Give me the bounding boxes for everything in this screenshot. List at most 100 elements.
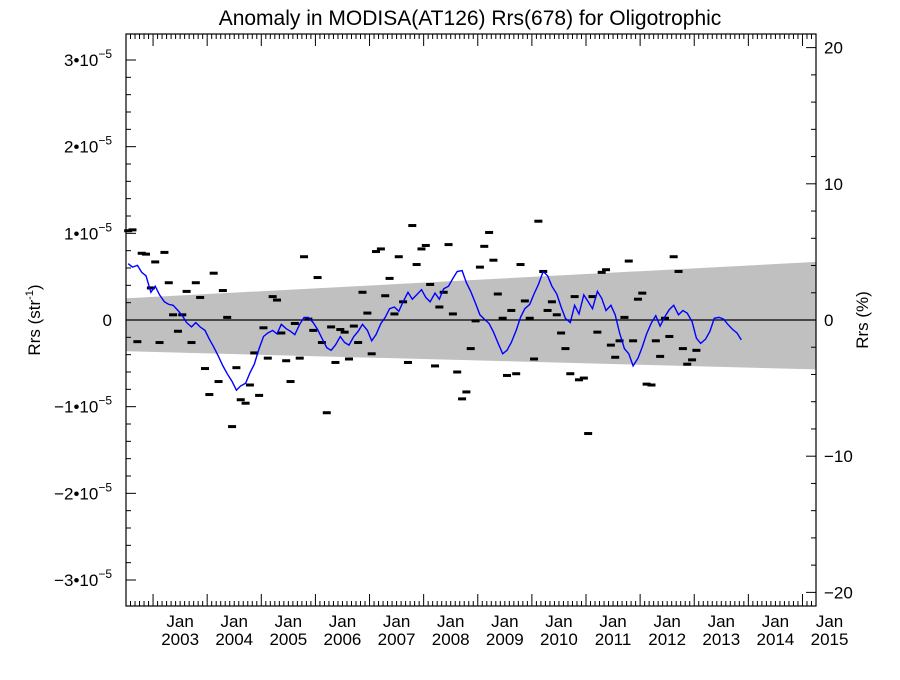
data-point (656, 354, 665, 358)
data-point (534, 219, 543, 223)
data-point (286, 380, 295, 384)
data-point (201, 367, 210, 371)
y-left-tick-label: −1•10−5 (54, 394, 112, 417)
data-point (475, 265, 484, 269)
data-point (142, 252, 151, 256)
data-point (381, 294, 390, 298)
data-point (579, 376, 588, 380)
data-point (507, 308, 516, 312)
data-point (552, 313, 561, 317)
data-point (435, 305, 444, 309)
data-point (228, 425, 237, 429)
data-point (322, 411, 331, 415)
data-point (205, 393, 214, 397)
data-point (295, 356, 304, 360)
data-point (137, 251, 146, 255)
x-tick-month-label: Jan (437, 612, 464, 631)
x-tick-month-label: Jan (275, 612, 302, 631)
y-left-tick-label: −3•10−5 (54, 567, 112, 590)
data-point (547, 300, 556, 304)
data-point (688, 358, 697, 362)
data-point (331, 360, 340, 364)
data-point (520, 299, 529, 303)
data-point (683, 362, 692, 366)
y-right-tick-labels: 20 10 0 −10 −20 (824, 39, 853, 603)
data-point (182, 289, 191, 293)
y-left-tick-labels: 3•10−5 2•10−5 1•10−5 0 −1•10−5 −2•10−5 −3•10−5 (54, 47, 112, 590)
x-tick-month-label: Jan (329, 612, 356, 631)
data-point (173, 329, 182, 333)
data-point (480, 244, 489, 248)
data-point (309, 328, 318, 332)
data-point (236, 398, 245, 402)
data-point (561, 347, 570, 351)
data-point (372, 250, 381, 254)
x-tick-month-label: Jan (708, 612, 735, 631)
y-left-tick-label: −2•10−5 (54, 480, 112, 503)
x-tick-year-label: 2006 (324, 630, 362, 649)
data-point (489, 258, 498, 262)
confidence-band (126, 261, 816, 370)
data-point (543, 308, 552, 312)
y-axis-left-label: Rrs (str-1) (24, 284, 44, 355)
data-point (376, 247, 385, 251)
data-point (512, 372, 521, 376)
data-point (354, 341, 363, 345)
y-left-tick-label: 2•10−5 (64, 134, 112, 157)
data-point (367, 352, 376, 356)
data-point (674, 269, 683, 273)
x-tick-month-label: Jan (653, 612, 680, 631)
data-point (259, 326, 268, 330)
data-point (255, 393, 264, 397)
data-point (485, 230, 494, 234)
data-point (317, 341, 326, 345)
data-point (593, 330, 602, 334)
data-point (678, 347, 687, 351)
data-point (124, 229, 133, 233)
data-point (633, 297, 642, 301)
axis-ticks-layer (125, 34, 817, 606)
data-point (263, 356, 272, 360)
data-point (169, 313, 178, 317)
x-tick-year-label: 2015 (811, 630, 849, 649)
data-point (403, 360, 412, 364)
data-point (272, 298, 281, 302)
data-point (191, 281, 200, 285)
data-point (128, 228, 137, 232)
data-point (232, 366, 241, 370)
x-tick-month-label: Jan (166, 612, 193, 631)
data-point (638, 291, 647, 295)
data-point (615, 339, 624, 343)
x-tick-year-label: 2007 (378, 630, 416, 649)
y-right-tick-label: −10 (824, 447, 853, 466)
data-point (133, 340, 142, 344)
y-right-tick-label: 10 (824, 175, 843, 194)
x-tick-year-label: 2004 (215, 630, 253, 649)
data-point (602, 268, 611, 272)
y-right-tick-label: 0 (824, 311, 833, 330)
data-point (692, 348, 701, 352)
data-point (498, 316, 507, 320)
data-point (611, 355, 620, 359)
data-point (665, 334, 674, 338)
data-point (606, 343, 615, 347)
data-point (151, 260, 160, 264)
data-point (214, 380, 223, 384)
data-point (282, 359, 291, 363)
y-right-tick-label: 20 (824, 39, 843, 58)
data-point (245, 383, 254, 387)
data-point (349, 324, 358, 328)
data-point (620, 315, 629, 319)
data-point (250, 351, 259, 355)
data-point (566, 372, 575, 376)
x-tick-month-label: Jan (816, 612, 843, 631)
data-point (493, 292, 502, 296)
data-point (385, 276, 394, 280)
data-point (502, 373, 511, 377)
data-point (557, 331, 566, 335)
x-tick-year-label: 2010 (540, 630, 578, 649)
x-tick-month-label: Jan (491, 612, 518, 631)
confidence-band-layer (126, 261, 816, 370)
data-point (363, 311, 372, 315)
data-point (412, 263, 421, 267)
